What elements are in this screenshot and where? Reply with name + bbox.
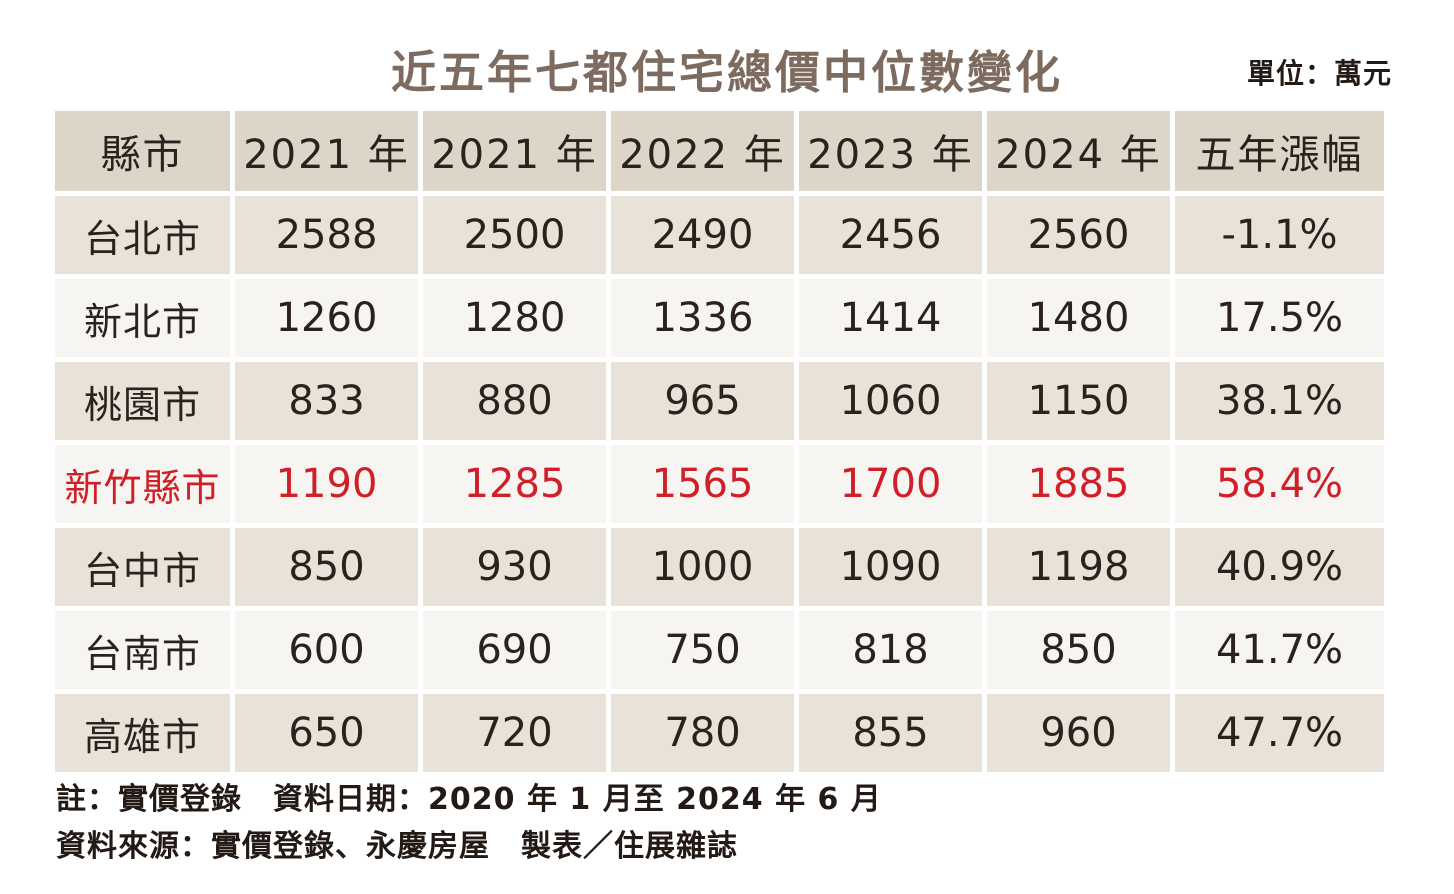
value-cell: 1150	[987, 362, 1170, 440]
value-cell: 850	[235, 528, 418, 606]
value-cell: 2500	[423, 196, 606, 274]
value-cell: 2456	[799, 196, 982, 274]
value-cell: 1260	[235, 279, 418, 357]
value-cell: 1565	[611, 445, 794, 523]
value-cell: 2490	[611, 196, 794, 274]
table-row-taichung: 台中市 850 930 1000 1090 1198 40.9%	[55, 528, 1384, 606]
value-cell: 1700	[799, 445, 982, 523]
footnote-credit: 資料來源：實價登錄、永慶房屋 製表／住展雜誌	[56, 829, 738, 864]
header-row: 縣市 2021 年 2021 年 2022 年 2023 年 2024 年 五年…	[55, 111, 1384, 191]
value-cell: 855	[799, 694, 982, 772]
value-cell: 2560	[987, 196, 1170, 274]
change-cell: 38.1%	[1175, 362, 1384, 440]
value-cell: 720	[423, 694, 606, 772]
change-cell: -1.1%	[1175, 196, 1384, 274]
city-cell: 高雄市	[55, 694, 230, 772]
value-cell: 1190	[235, 445, 418, 523]
value-cell: 780	[611, 694, 794, 772]
value-cell: 750	[611, 611, 794, 689]
value-cell: 1336	[611, 279, 794, 357]
header-cell-year-1: 2021 年	[235, 111, 418, 191]
city-cell: 台北市	[55, 196, 230, 274]
city-cell: 新北市	[55, 279, 230, 357]
value-cell: 965	[611, 362, 794, 440]
table-row-newtaipei: 新北市 1260 1280 1336 1414 1480 17.5%	[55, 279, 1384, 357]
table-row-hsinchu-highlighted: 新竹縣市 1190 1285 1565 1700 1885 58.4%	[55, 445, 1384, 523]
header-cell-change: 五年漲幅	[1175, 111, 1384, 191]
value-cell: 1090	[799, 528, 982, 606]
value-cell: 1060	[799, 362, 982, 440]
table-row-taoyuan: 桃園市 833 880 965 1060 1150 38.1%	[55, 362, 1384, 440]
value-cell: 600	[235, 611, 418, 689]
header-cell-city: 縣市	[55, 111, 230, 191]
table-row-kaohsiung: 高雄市 650 720 780 855 960 47.7%	[55, 694, 1384, 772]
value-cell: 1414	[799, 279, 982, 357]
change-cell: 58.4%	[1175, 445, 1384, 523]
city-cell: 新竹縣市	[55, 445, 230, 523]
value-cell: 2588	[235, 196, 418, 274]
unit-label: 單位：萬元	[1246, 57, 1392, 90]
change-cell: 47.7%	[1175, 694, 1384, 772]
value-cell: 833	[235, 362, 418, 440]
table-row-tainan: 台南市 600 690 750 818 850 41.7%	[55, 611, 1384, 689]
value-cell: 880	[423, 362, 606, 440]
city-cell: 台南市	[55, 611, 230, 689]
value-cell: 1280	[423, 279, 606, 357]
table-header: 縣市 2021 年 2021 年 2022 年 2023 年 2024 年 五年…	[55, 111, 1384, 191]
change-cell: 17.5%	[1175, 279, 1384, 357]
value-cell: 1000	[611, 528, 794, 606]
header-cell-year-3: 2022 年	[611, 111, 794, 191]
footnotes: 註：實價登錄 資料日期：2020 年 1 月至 2024 年 6 月 資料來源：…	[56, 776, 882, 870]
value-cell: 850	[987, 611, 1170, 689]
value-cell: 1198	[987, 528, 1170, 606]
value-cell: 818	[799, 611, 982, 689]
value-cell: 1480	[987, 279, 1170, 357]
table-row-taipei: 台北市 2588 2500 2490 2456 2560 -1.1%	[55, 196, 1384, 274]
value-cell: 930	[423, 528, 606, 606]
value-cell: 960	[987, 694, 1170, 772]
chart-title: 近五年七都住宅總價中位數變化	[390, 46, 1063, 99]
header: 近五年七都住宅總價中位數變化 單位：萬元	[0, 36, 1454, 106]
footnote-source-date: 註：實價登錄 資料日期：2020 年 1 月至 2024 年 6 月	[56, 782, 882, 817]
median-price-table: 縣市 2021 年 2021 年 2022 年 2023 年 2024 年 五年…	[50, 106, 1389, 777]
value-cell: 650	[235, 694, 418, 772]
header-cell-year-2: 2021 年	[423, 111, 606, 191]
value-cell: 1885	[987, 445, 1170, 523]
city-cell: 台中市	[55, 528, 230, 606]
change-cell: 41.7%	[1175, 611, 1384, 689]
value-cell: 690	[423, 611, 606, 689]
header-cell-year-5: 2024 年	[987, 111, 1170, 191]
header-cell-year-4: 2023 年	[799, 111, 982, 191]
city-cell: 桃園市	[55, 362, 230, 440]
value-cell: 1285	[423, 445, 606, 523]
change-cell: 40.9%	[1175, 528, 1384, 606]
